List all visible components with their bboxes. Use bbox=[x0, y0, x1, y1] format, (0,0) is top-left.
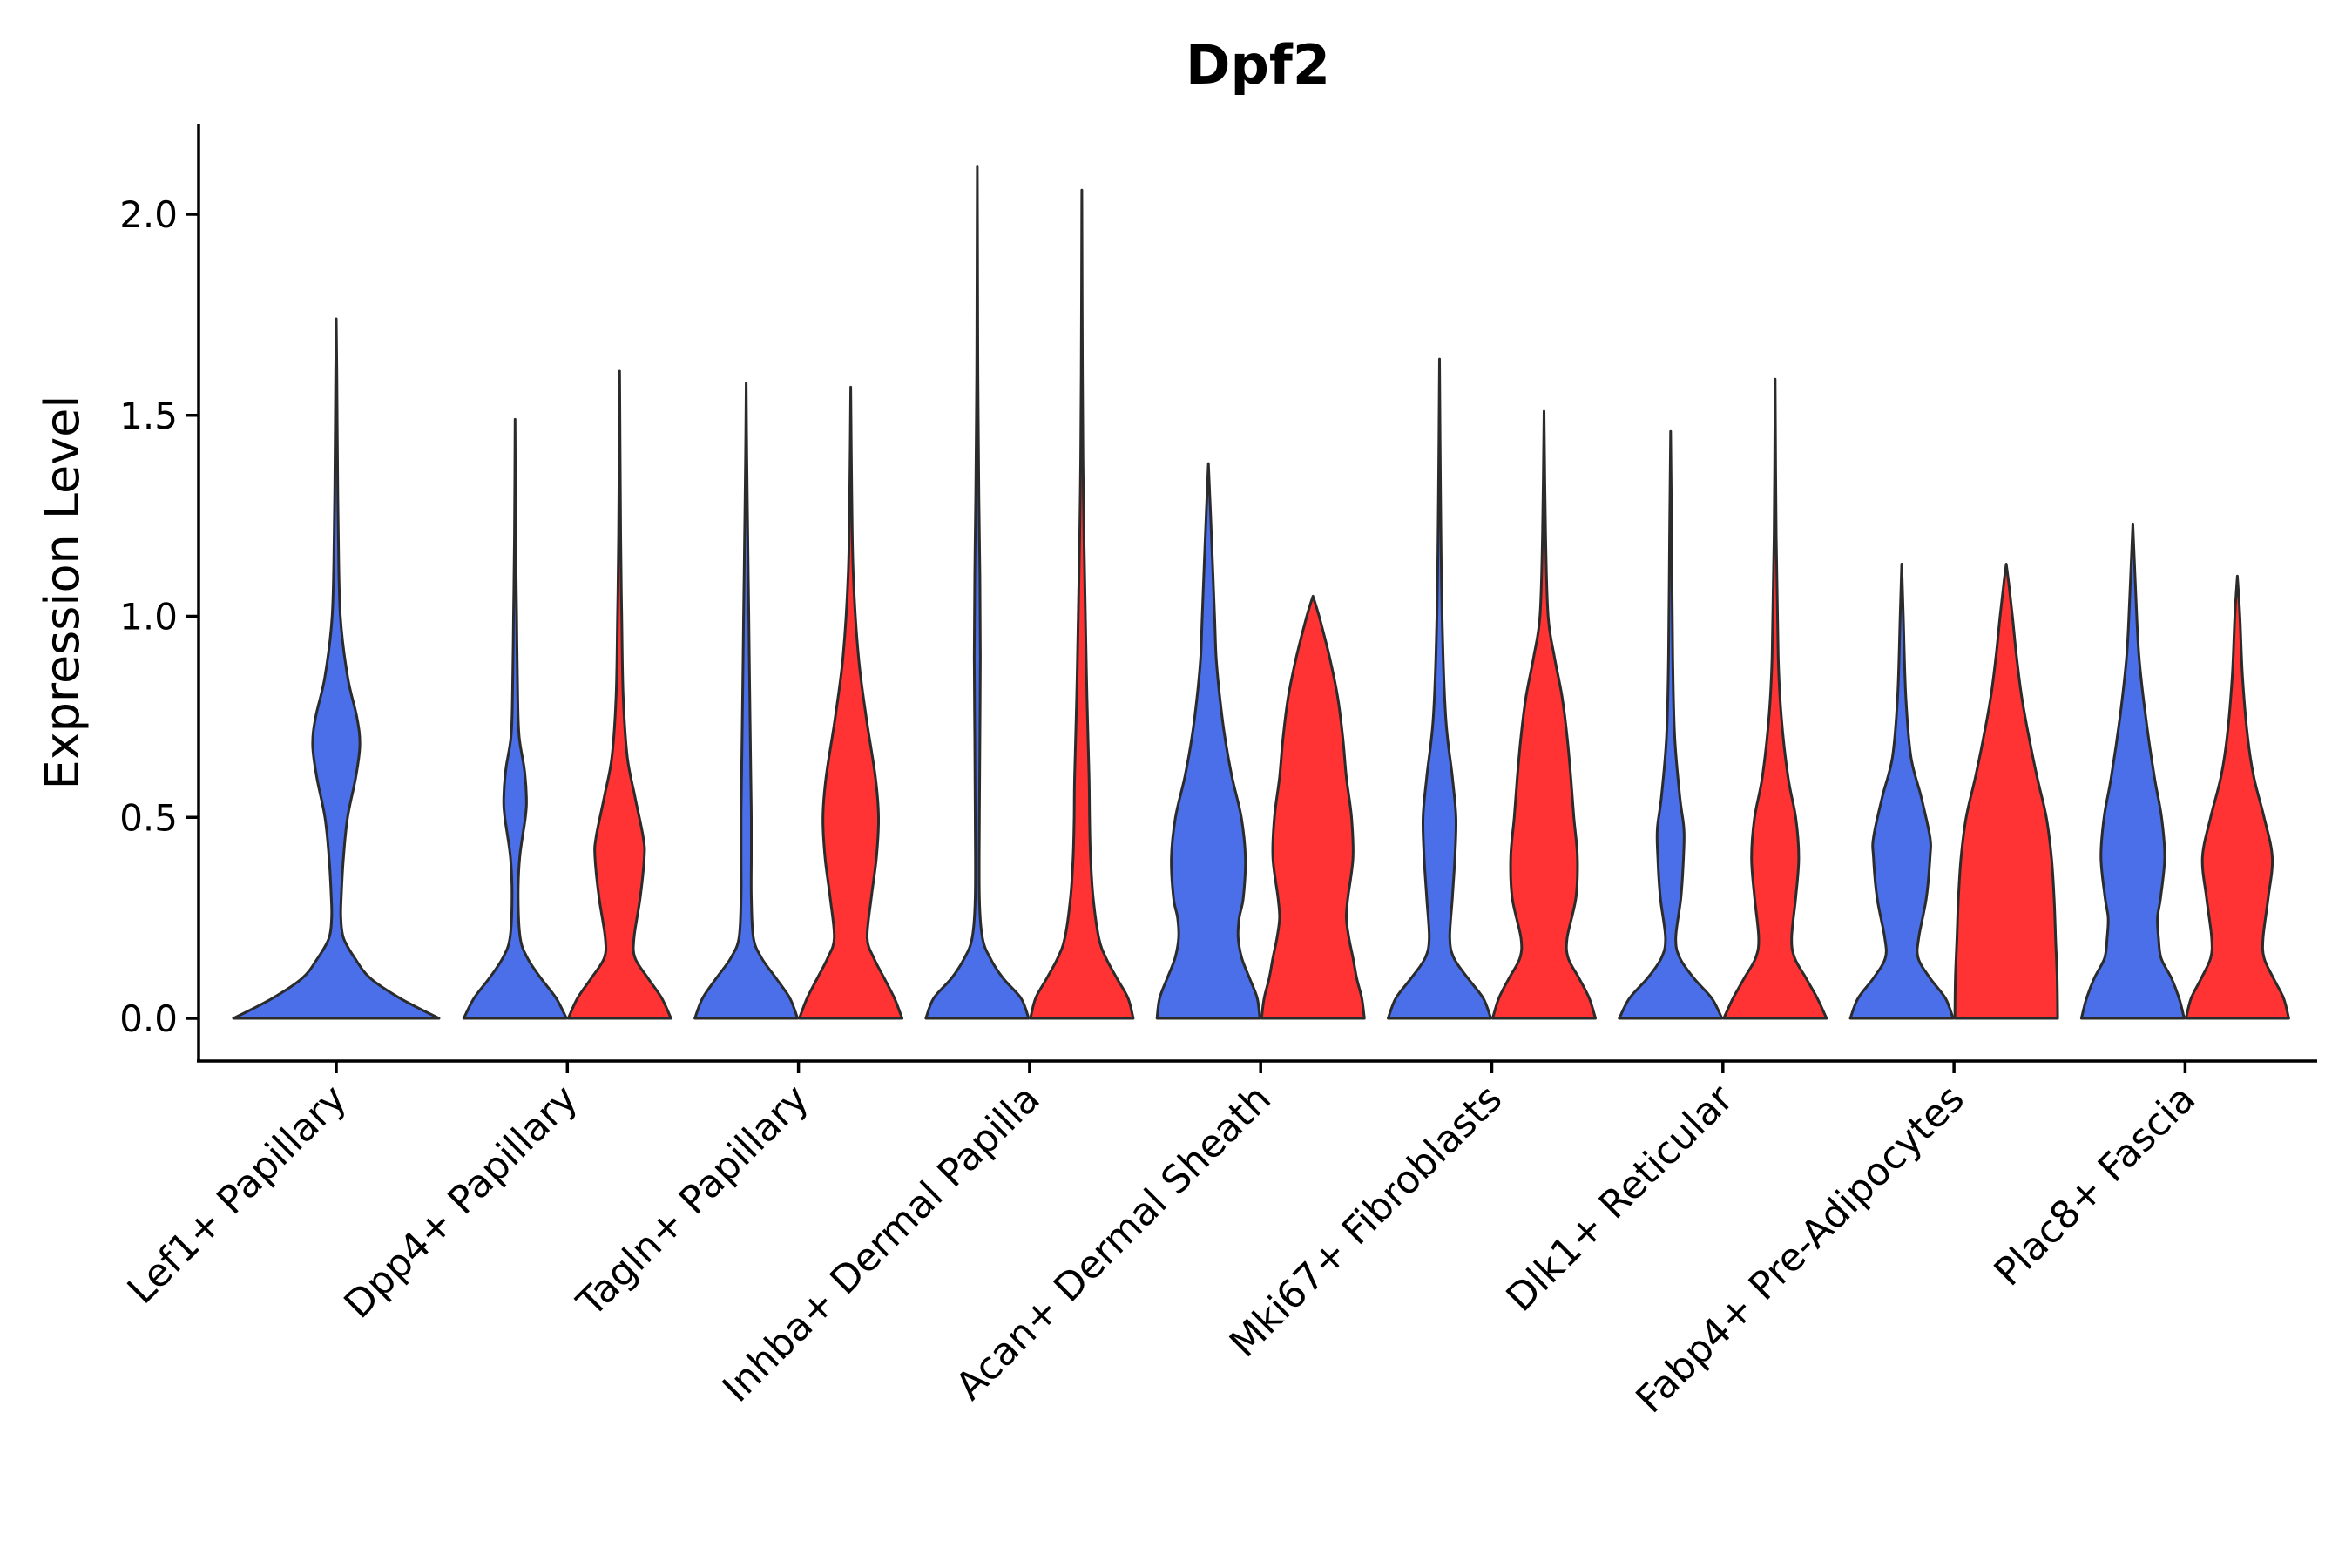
violin-group2 bbox=[2184, 574, 2290, 1020]
violin-group1 bbox=[1387, 357, 1492, 1020]
y-tick-label: 2.0 bbox=[119, 193, 178, 236]
violin-group1 bbox=[1618, 429, 1724, 1020]
violin-group2 bbox=[566, 369, 672, 1020]
violin-group1 bbox=[2079, 522, 2186, 1020]
violin-group2 bbox=[798, 385, 904, 1020]
x-tick-label: Dlk1+ Reticular bbox=[1498, 1076, 1743, 1321]
x-tick-label: Plac8+ Fascia bbox=[1986, 1077, 2205, 1295]
violin-group2 bbox=[1722, 377, 1828, 1020]
violin-group1 bbox=[1848, 563, 1955, 1020]
violin-plot-area bbox=[232, 165, 2290, 1020]
violin-group2 bbox=[1491, 409, 1597, 1020]
violin-group1 bbox=[1155, 462, 1261, 1020]
violin-group2 bbox=[1953, 563, 2059, 1020]
y-tick-label: 1.0 bbox=[119, 596, 178, 639]
violin-group1 bbox=[693, 382, 800, 1020]
x-tick-label: Tagln+ Papillary bbox=[568, 1077, 817, 1326]
y-tick-label: 0.5 bbox=[119, 796, 178, 839]
violin-group1 bbox=[924, 165, 1031, 1020]
violin-group2 bbox=[1029, 188, 1135, 1020]
violin-group2 bbox=[1260, 594, 1366, 1020]
x-tick-label: Lef1+ Papillary bbox=[119, 1077, 355, 1313]
y-tick-label: 0.0 bbox=[119, 997, 178, 1040]
y-axis-ticks: 0.0 0.5 1.0 1.5 2.0 bbox=[119, 193, 199, 1040]
y-axis-label: Expression Level bbox=[35, 395, 90, 790]
violin-group1 bbox=[232, 317, 441, 1020]
y-tick-label: 1.5 bbox=[119, 395, 178, 437]
x-tick-label: Dpp4+ Papillary bbox=[335, 1077, 586, 1328]
chart-title: Dpf2 bbox=[1186, 33, 1330, 97]
violin-group1 bbox=[462, 417, 568, 1020]
